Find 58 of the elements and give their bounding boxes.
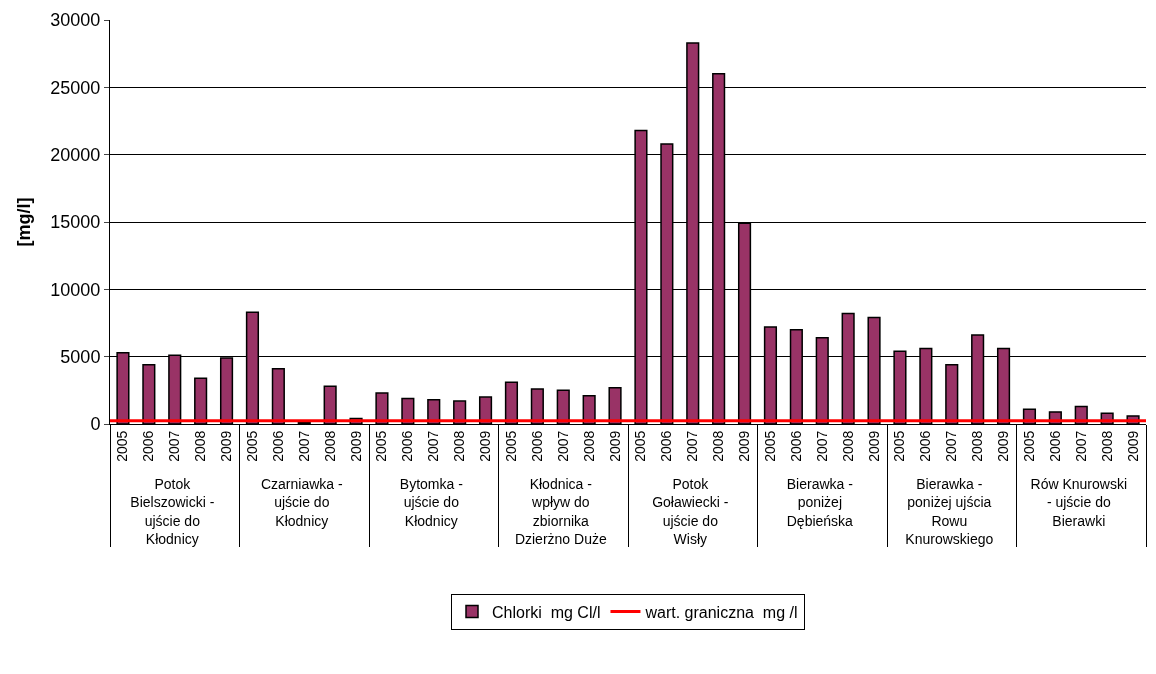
x-tick-label: 2008: [969, 430, 986, 462]
text: Bierawka - poniżej Dębieńska: [786, 476, 854, 529]
text: Potok Goławiecki - ujście do Wisły: [652, 476, 729, 547]
y-tick-label: 15000: [50, 212, 101, 233]
x-tick-label: 2009: [865, 430, 882, 462]
text: Czarniawka - ujście do Kłodnicy: [260, 476, 343, 529]
x-tick-label: 2007: [554, 430, 571, 462]
y-axis-title: [mg/l]: [13, 197, 34, 247]
x-tick-label: 2005: [762, 430, 778, 462]
x-tick-label: 2007: [684, 430, 701, 462]
x-tick-label: 2007: [1072, 430, 1089, 462]
x-tick-label: 2008: [321, 430, 338, 462]
y-tick-label: 0: [90, 414, 101, 435]
x-tick-label: 2009: [995, 430, 1012, 462]
y-tick-label: 20000: [50, 144, 101, 165]
x-tick-label: 2007: [295, 430, 312, 462]
x-tick-label: 2007: [425, 430, 442, 462]
x-tick-label: 2005: [373, 430, 390, 462]
x-tick-label: 2007: [943, 430, 960, 462]
x-tick-label: 2006: [787, 430, 804, 462]
x-tick-label: 2005: [503, 430, 519, 462]
y-tick-label: 10000: [50, 279, 101, 300]
text: Kłodnica - wpływ do zbiornika Dzierżno Duże: [514, 476, 607, 547]
x-tick-label: 2006: [399, 430, 416, 462]
text: Bytomka - ujście do Kłodnicy: [399, 476, 464, 529]
x-tick-label: 2008: [710, 430, 727, 462]
x-tick-label: 2005: [891, 430, 908, 462]
x-tick-label: 2005: [114, 430, 131, 462]
x-tick-label: 2005: [632, 430, 649, 462]
y-tick-label: 25000: [50, 77, 101, 98]
x-tick-label: 2007: [166, 430, 183, 462]
x-tick-label: 2009: [218, 430, 235, 462]
x-tick-label: 2006: [1046, 430, 1063, 462]
x-tick-label: 2006: [140, 430, 157, 462]
x-tick-label: 2008: [839, 430, 856, 462]
y-tick-label: 5000: [60, 346, 101, 367]
x-tick-label: 2006: [917, 430, 934, 462]
x-tick-label: 2009: [1124, 430, 1141, 462]
text: Bierawka - poniżej ujścia Rowu Knurowskiego: [905, 476, 994, 547]
text: Rów Knurowski - ujście do Bierawki: [1030, 476, 1128, 529]
x-tick-label: 2005: [1021, 430, 1037, 462]
x-tick-label: 2006: [528, 430, 545, 462]
x-tick-label: 2006: [269, 430, 286, 462]
x-tick-label: 2005: [244, 430, 260, 462]
text: Potok Bielszowicki - ujście do Kłodnicy: [130, 476, 215, 547]
x-tick-label: 2007: [813, 430, 830, 462]
x-tick-label: 2009: [347, 430, 364, 462]
x-tick-label: 2006: [658, 430, 675, 462]
x-tick-label: 2009: [736, 430, 753, 462]
y-tick-label: 30000: [50, 10, 101, 31]
x-tick-label: 2008: [1098, 430, 1115, 462]
x-tick-label: 2008: [580, 430, 597, 462]
x-tick-label: 2008: [451, 430, 468, 462]
x-tick-label: 2008: [192, 430, 209, 462]
legend-label: Chlorki mg Cl/l: [492, 603, 601, 621]
legend-label: wart. graniczna mg /l: [644, 603, 798, 621]
x-tick-label: 2009: [606, 430, 623, 462]
x-tick-label: 2009: [477, 430, 494, 462]
